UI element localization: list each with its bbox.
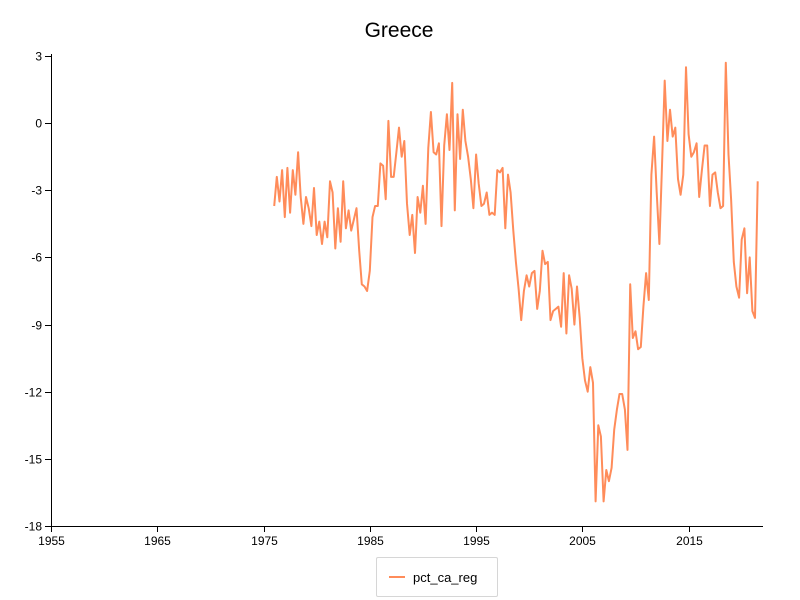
y-tick-label: -15 [25,453,43,467]
series-line [273,61,759,503]
x-tick-label: 1955 [38,534,65,548]
x-tick-label: 2005 [569,534,596,548]
chart-title: Greece [365,19,434,42]
y-tick-label: -6 [31,251,42,265]
legend-label: pct_ca_reg [413,569,478,585]
legend: pct_ca_reg [376,557,498,597]
x-tick-label: 1975 [251,534,278,548]
x-axis-ticks: 1955 1965 1975 1985 1995 2005 2015 [38,526,703,548]
x-tick-label: 1965 [144,534,171,548]
x-tick-label: 1995 [463,534,490,548]
y-tick-label: -9 [31,319,42,333]
legend-swatch [389,576,405,578]
y-axis-ticks: 3 0 -3 -6 -9 -12 -15 -18 [25,50,51,534]
y-tick-label: 0 [35,117,42,131]
y-tick-label: -18 [25,520,43,534]
y-tick-label: 3 [35,50,42,64]
y-tick-label: -3 [31,184,42,198]
x-tick-label: 2015 [676,534,703,548]
x-tick-label: 1985 [357,534,384,548]
y-tick-label: -12 [25,386,43,400]
series-group [273,61,759,503]
